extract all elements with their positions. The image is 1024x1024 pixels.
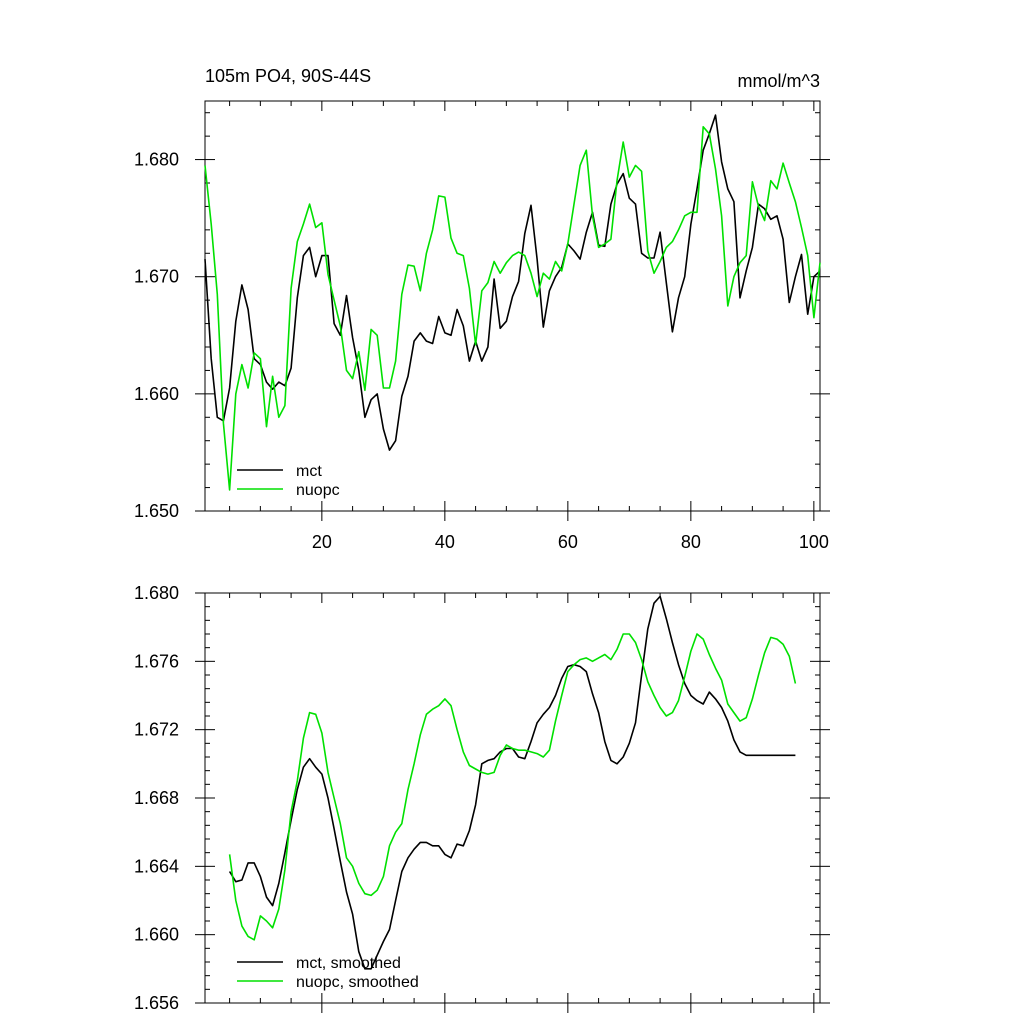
y-tick-label: 1.672 — [134, 720, 179, 740]
legend-label-nuopc-smoothed: nuopc, smoothed — [296, 974, 419, 991]
y-tick-label: 1.668 — [134, 788, 179, 808]
legend-label-mct-smoothed: mct, smoothed — [296, 955, 401, 972]
legend-label-nuopc: nuopc — [296, 482, 340, 499]
bottom-panel: 1.656 1.660 1.664 1.668 1.672 1.676 1.680 mct,… — [134, 583, 830, 1013]
y-tick-label: 1.660 — [134, 384, 179, 404]
legend-label-mct: mct — [296, 463, 322, 480]
top-panel-ticks: 20 40 60 80 100 1.650 1.660 1.670 1.680 — [134, 101, 830, 552]
y-tick-label: 1.656 — [134, 993, 179, 1013]
series-line-nuopc — [204, 126, 821, 491]
y-tick-label: 1.670 — [134, 267, 179, 287]
top-panel-lines — [204, 114, 821, 491]
x-tick-label: 40 — [435, 532, 455, 552]
top-panel-units: mmol/m^3 — [738, 71, 820, 91]
series-line-nuopc-smoothed — [228, 633, 797, 941]
series-line-mct-smoothed — [228, 595, 796, 970]
series-line-mct — [204, 114, 821, 451]
bottom-panel-frame — [204, 592, 821, 1004]
y-tick-label: 1.676 — [134, 651, 179, 671]
bottom-panel-legend: mct, smoothed nuopc, smoothed — [237, 955, 419, 991]
y-tick-label: 1.660 — [134, 925, 179, 945]
bottom-panel-lines — [228, 595, 797, 970]
x-tick-label: 80 — [681, 532, 701, 552]
top-panel-title: 105m PO4, 90S-44S — [205, 66, 371, 86]
bottom-panel-ticks: 1.656 1.660 1.664 1.668 1.672 1.676 1.680 — [134, 583, 830, 1013]
y-tick-label: 1.664 — [134, 856, 179, 876]
y-tick-label: 1.680 — [134, 150, 179, 170]
x-tick-label: 20 — [312, 532, 332, 552]
y-tick-label: 1.650 — [134, 501, 179, 521]
top-panel: 105m PO4, 90S-44S mmol/m^3 20 40 60 80 100 1.… — [134, 66, 830, 552]
top-panel-frame — [204, 100, 821, 512]
y-tick-label: 1.680 — [134, 583, 179, 603]
top-panel-legend: mct nuopc — [237, 463, 340, 499]
x-tick-label: 60 — [558, 532, 578, 552]
x-tick-label: 100 — [799, 532, 829, 552]
